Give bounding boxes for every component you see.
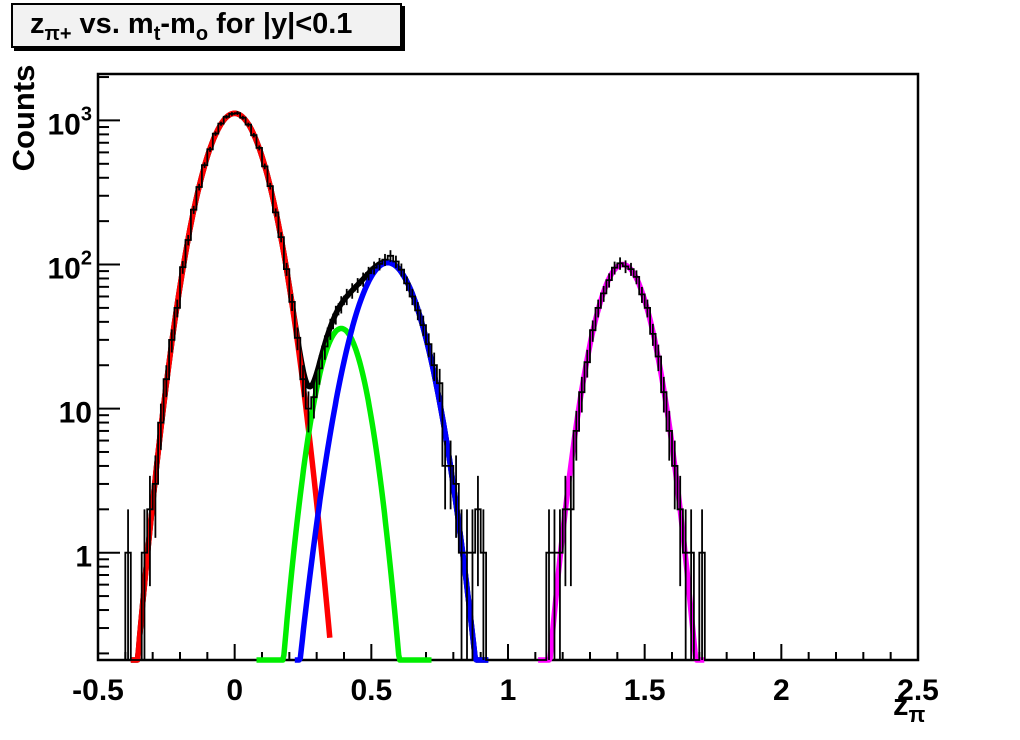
svg-text:10: 10 bbox=[59, 397, 92, 430]
svg-text:1.5: 1.5 bbox=[624, 674, 666, 707]
svg-text:103: 103 bbox=[48, 103, 93, 141]
title-sub-1: π+ bbox=[44, 22, 72, 45]
title-text-4: for |y|<0.1 bbox=[208, 8, 353, 40]
plot-dynamic-layer: -0.5 0 0.5 1 1.5 2 2.5 1 10 102 103 bbox=[48, 72, 939, 707]
svg-text:0: 0 bbox=[226, 674, 243, 707]
svg-text:0.5: 0.5 bbox=[350, 674, 392, 707]
svg-text:102: 102 bbox=[48, 248, 93, 286]
svg-text:1: 1 bbox=[500, 674, 517, 707]
x-axis-tick-labels: -0.5 0 0.5 1 1.5 2 2.5 bbox=[72, 674, 939, 707]
fit-curve-middle-gauss-fit bbox=[254, 325, 434, 663]
svg-text:2.5: 2.5 bbox=[897, 674, 939, 707]
svg-text:2: 2 bbox=[773, 674, 790, 707]
title-sub-3: o bbox=[195, 22, 209, 45]
chart-title-box: zπ+ vs. mt-mo for |y|<0.1 bbox=[11, 3, 402, 48]
y-axis-title: Counts bbox=[6, 65, 41, 172]
title-text-3: -m bbox=[160, 8, 196, 40]
title-sub-2: t bbox=[153, 22, 161, 45]
svg-text:-0.5: -0.5 bbox=[72, 674, 124, 707]
x-axis-title-sub: π bbox=[909, 702, 926, 727]
svg-text:1: 1 bbox=[75, 541, 92, 574]
x-axis-title: zπ bbox=[893, 687, 926, 727]
title-text-2: vs. m bbox=[71, 8, 154, 40]
title-text-1: z bbox=[30, 8, 45, 40]
histogram-error-bars bbox=[127, 111, 703, 660]
x-axis-title-main: z bbox=[893, 687, 909, 722]
y-axis-tick-labels: 1 10 102 103 bbox=[48, 103, 93, 573]
plot-frame bbox=[96, 72, 920, 662]
